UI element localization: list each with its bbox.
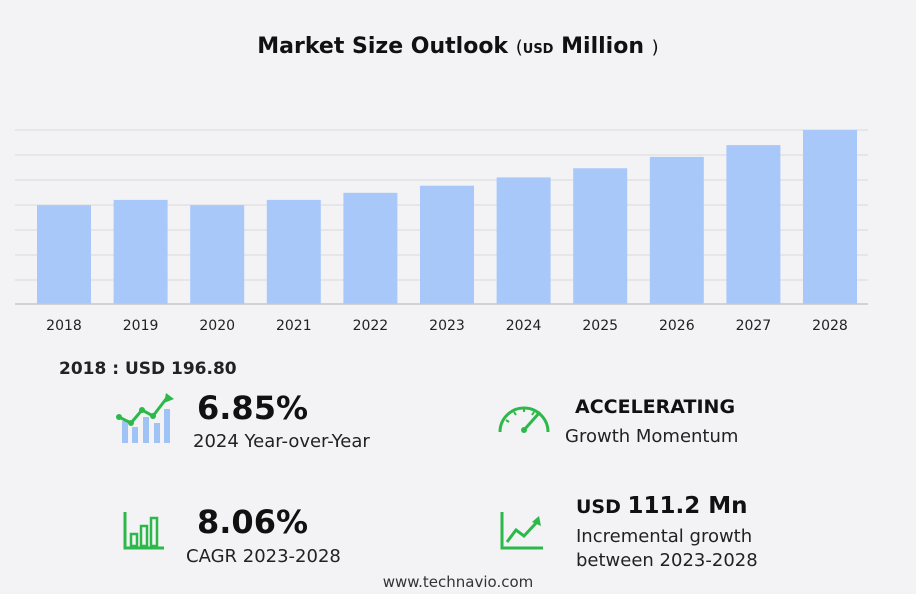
chart-title: Market Size Outlook (USD Million ) [0, 34, 916, 59]
yoy-label: 2024 Year-over-Year [193, 431, 370, 452]
incremental-value-amount: 111.2 Mn [627, 493, 748, 519]
x-tick-label-2020: 2020 [199, 318, 235, 334]
cagr-value: 8.06% [197, 503, 309, 541]
incremental-label-line2: between 2023-2028 [576, 550, 758, 571]
incremental-value: USD 111.2 Mn [576, 493, 748, 519]
bar-2024 [496, 177, 551, 304]
x-tick-label-2019: 2019 [123, 318, 159, 334]
yoy-value: 6.85% [197, 389, 309, 427]
incremental-label-line1: Incremental growth [576, 526, 753, 547]
chart-title-paren-close: ) [651, 37, 659, 58]
chart-title-main: Market Size Outlook [257, 34, 509, 59]
bar-chart: 2018 2019 2020 2021 2022 2023 2024 2025 2026 2027… [15, 129, 868, 334]
growth-chart-icon [116, 393, 174, 443]
bar-2018 [37, 205, 91, 304]
x-axis-tick-labels: 2018 2019 2020 2021 2022 2023 2024 2025 2026 2027… [46, 318, 848, 334]
x-tick-label-2024: 2024 [506, 318, 542, 334]
chart-title-paren-open: ( [515, 37, 523, 58]
bar-2027 [726, 145, 781, 304]
x-tick-label-2027: 2027 [736, 318, 772, 334]
footer-url: www.technavio.com [382, 573, 534, 591]
speedometer-icon [498, 406, 550, 433]
x-tick-label-2023: 2023 [429, 318, 465, 334]
base-year-value: 2018 : USD 196.80 [59, 359, 237, 379]
bar-2023 [420, 185, 474, 304]
x-tick-label-2018: 2018 [46, 318, 82, 334]
bar-2025 [573, 168, 628, 304]
incremental-value-prefix: USD [576, 496, 621, 518]
chart-title-unit: USD [522, 42, 554, 57]
x-tick-label-2021: 2021 [276, 318, 312, 334]
momentum-value: ACCELERATING [575, 396, 736, 418]
trend-line-icon [500, 512, 543, 550]
momentum-label: Growth Momentum [565, 426, 739, 447]
chart-title-unit-word: Million [561, 34, 644, 59]
x-tick-label-2028: 2028 [812, 318, 848, 334]
bar-2022 [343, 192, 398, 304]
bar-2028 [803, 130, 857, 304]
cagr-label: CAGR 2023-2028 [186, 546, 341, 567]
chart-bars [37, 130, 857, 304]
x-tick-label-2026: 2026 [659, 318, 695, 334]
bar-chart-icon [123, 512, 164, 550]
x-tick-label-2025: 2025 [582, 318, 618, 334]
bar-2019 [113, 199, 168, 304]
bar-2026 [649, 156, 704, 304]
bar-2021 [266, 199, 321, 304]
x-tick-label-2022: 2022 [353, 318, 389, 334]
bar-2020 [190, 205, 245, 304]
